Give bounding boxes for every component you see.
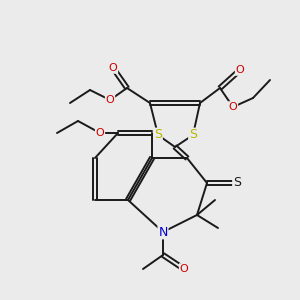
- Text: O: O: [180, 264, 188, 274]
- Text: O: O: [109, 63, 117, 73]
- Text: O: O: [236, 65, 244, 75]
- Text: O: O: [229, 102, 237, 112]
- Text: S: S: [189, 128, 197, 142]
- Text: O: O: [106, 95, 114, 105]
- Text: N: N: [158, 226, 168, 238]
- Text: S: S: [233, 176, 241, 190]
- Text: S: S: [154, 128, 162, 142]
- Text: O: O: [96, 128, 104, 138]
